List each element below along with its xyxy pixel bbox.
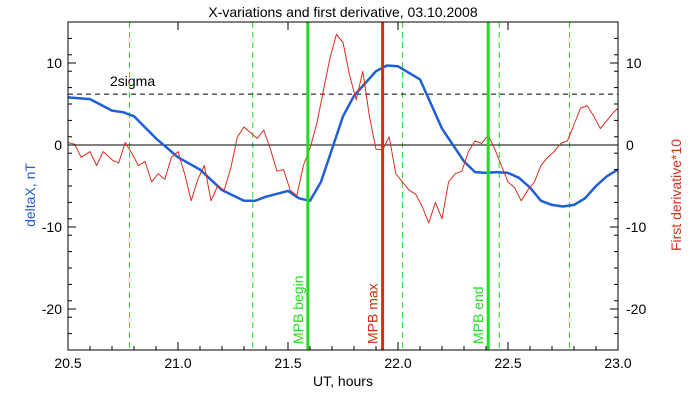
marker-label-1: MPB max (365, 283, 381, 344)
plot-frame (67, 21, 619, 351)
chart-title: X-variations and first derivative, 03.10… (208, 4, 477, 20)
y-tick-label-left-3: -20 (42, 301, 62, 317)
y-tick-label-right-2: -10 (626, 219, 646, 235)
marker-label-2: MPB end (470, 286, 486, 344)
y-axis-label-left: deltaX, nT (22, 163, 38, 227)
series-deltaX-line (67, 64, 619, 208)
x-tick-label-1: 21.0 (164, 355, 191, 371)
y-tick-label-right-3: -20 (626, 301, 646, 317)
y-tick-label-right-1: 0 (626, 137, 634, 153)
y-tick-label-left-0: 10 (46, 55, 62, 71)
plot-area: MPB begin MPB max MPB end 20.5 21.0 21.5 22.0 2… (42, 21, 646, 371)
series-derivative-line (67, 33, 619, 224)
x-tick-label-3: 22.0 (384, 355, 411, 371)
y-axis-label-right: First derivative*10 (668, 139, 684, 251)
y-tick-label-right-0: 10 (626, 55, 642, 71)
x-tick-label-2: 21.5 (274, 355, 301, 371)
x-tick-label-4: 22.5 (494, 355, 521, 371)
x-tick-label-5: 23.0 (604, 355, 631, 371)
x-axis-label: UT, hours (313, 373, 373, 389)
y-tick-label-left-2: -10 (42, 219, 62, 235)
y-tick-label-left-1: 0 (54, 137, 62, 153)
marker-label-0: MPB begin (290, 276, 306, 344)
sigma-label: 2sigma (110, 73, 155, 89)
x-tick-label-0: 20.5 (54, 355, 81, 371)
